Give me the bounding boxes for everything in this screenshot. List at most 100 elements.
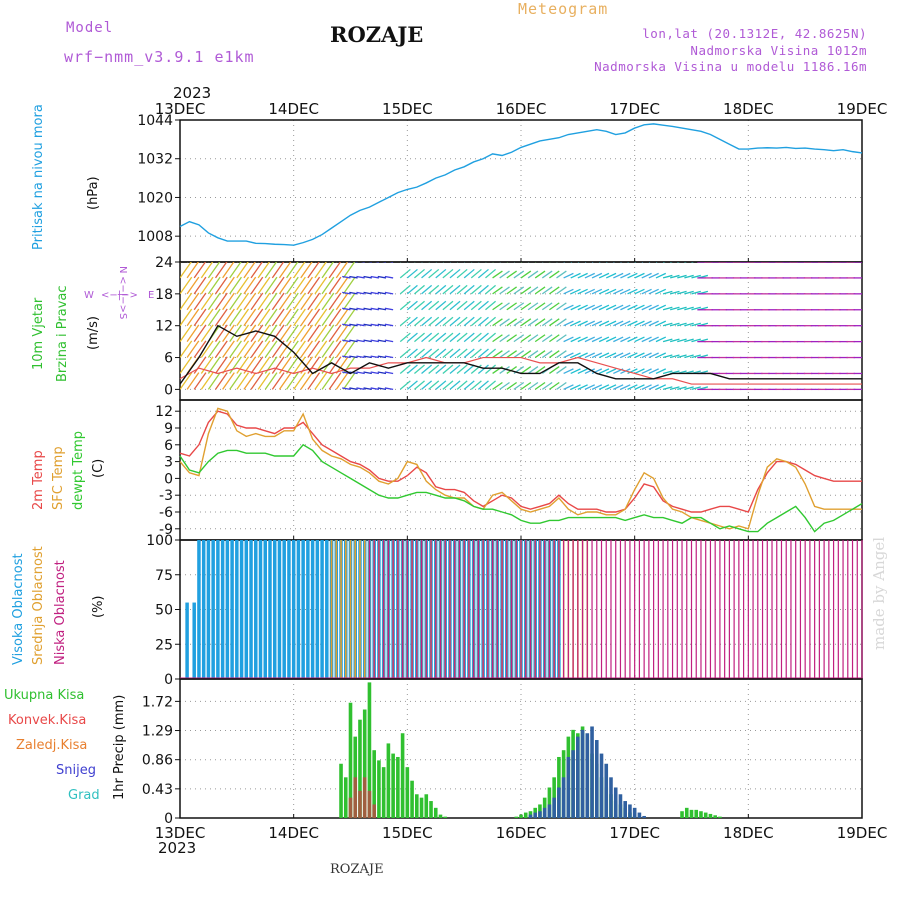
wind-arrow (329, 262, 330, 263)
cloud-bar-low (705, 540, 707, 679)
wind-arrow (563, 336, 574, 343)
wind-arrow (634, 336, 645, 343)
wind-arrow (356, 339, 365, 343)
wind-arrow (677, 306, 687, 311)
cloud-bar-low (520, 540, 522, 679)
wind-arrow (286, 308, 299, 327)
wind-arrow (186, 324, 200, 342)
wind-arrow (513, 350, 525, 359)
cloud-bar-high (296, 540, 301, 679)
wind-arrow (520, 381, 532, 390)
precip-bar (400, 733, 405, 818)
wind-arrow (598, 352, 610, 359)
wind-arrow (470, 364, 482, 374)
wind-arrow (485, 364, 497, 374)
wind-arrow (421, 284, 433, 295)
wind-arrow (584, 288, 596, 295)
cloud-bar-low (368, 540, 371, 679)
wind-arrow (321, 276, 335, 295)
wind-arrow (399, 268, 411, 279)
cloud-bar-mid (359, 540, 361, 679)
precip-bar (547, 787, 552, 818)
cloud-bar-high (230, 540, 234, 679)
wind-arrow (264, 356, 278, 374)
wind-arrow (293, 324, 306, 342)
y-tick-label: 1.29 (142, 724, 173, 740)
y-tick-label: 18 (155, 287, 173, 303)
wind-arrow (321, 292, 335, 311)
temp-2m-line (179, 410, 862, 513)
wind-arrow (520, 270, 532, 279)
precip-bar (680, 811, 684, 818)
wind-arrow (258, 262, 259, 263)
time-tick-top: 14DEC (268, 100, 319, 118)
wind-arrow (321, 308, 335, 327)
wind-arrow (314, 308, 328, 327)
y-tick-label: 0 (164, 471, 173, 487)
cloud-bar-low (581, 540, 584, 679)
wind-arrow (677, 290, 687, 295)
wind-arrow (363, 387, 372, 391)
wind-arrow (556, 286, 567, 295)
cloud-bar-low (747, 540, 749, 679)
wind-arrow (598, 384, 610, 390)
time-tick-top: 13DEC (155, 100, 206, 118)
cloud-bar-low (790, 540, 792, 679)
wind-arrow (377, 371, 387, 375)
page-title: ROZAJE (330, 22, 424, 47)
wind-arrow (677, 354, 687, 359)
cloud-bar-low (510, 540, 513, 679)
wind-legend-east: E (148, 290, 154, 301)
wind-speed-line (179, 324, 862, 385)
wind-arrow (605, 288, 617, 295)
wind-direction-legend: N <−|−> S W <−|−> E (84, 266, 154, 319)
wind-arrow (556, 381, 567, 390)
wind-arrow (591, 384, 603, 390)
header-elevation-model: Nadmorska Visina u modelu 1186.16m (594, 59, 867, 74)
wind-arrow (342, 308, 356, 327)
wind-arrow (384, 355, 394, 359)
cloud-bar-low (700, 540, 702, 679)
wind-arrow (207, 356, 221, 374)
wind-arrow (449, 332, 461, 343)
wind-arrow (598, 272, 610, 279)
wind-arrow (449, 380, 461, 390)
wind-arrow (250, 308, 264, 327)
wind-arrow (322, 262, 323, 263)
wind-arrow (691, 386, 701, 391)
cloud-bar-high (258, 540, 263, 679)
cloud-bar-low (534, 540, 536, 679)
wind-arrow (186, 372, 200, 390)
precip-bar (637, 812, 642, 818)
wind-arrow (180, 262, 181, 263)
wind-arrow (314, 262, 327, 279)
wind-arrow (314, 324, 328, 342)
cloud-bar-high (320, 540, 324, 679)
wind-arrow (194, 262, 196, 263)
wind-arrow (236, 340, 250, 358)
wind-arrow (229, 262, 242, 279)
precip-bar (604, 763, 609, 818)
wind-arrow (520, 318, 532, 327)
y-tick-label: 6 (164, 351, 173, 367)
precip-bar (703, 812, 708, 818)
precip-bar (571, 750, 575, 818)
wind-arrow (570, 384, 581, 390)
wind-arrow (570, 288, 581, 295)
wind-arrow (257, 356, 271, 374)
wind-arrow (208, 262, 210, 263)
wind-arrow (321, 262, 335, 279)
y-tick-label: 1.72 (142, 694, 173, 710)
wind-arrow (691, 354, 701, 359)
wind-arrow (356, 387, 365, 391)
time-tick-bottom: 14DEC (268, 824, 319, 842)
wind-arrow (193, 262, 207, 279)
wind-arrow (428, 380, 440, 390)
y-tick-label: 1044 (137, 113, 173, 129)
time-ticks-top: 13DEC 14DEC 15DEC 16DEC 17DEC 18DEC 19DEC (155, 100, 888, 118)
wind-arrow (563, 368, 574, 375)
wind-arrow (349, 355, 358, 359)
wind-arrow (257, 340, 271, 358)
wind-arrow (363, 275, 372, 279)
wind-arrow (264, 340, 278, 358)
